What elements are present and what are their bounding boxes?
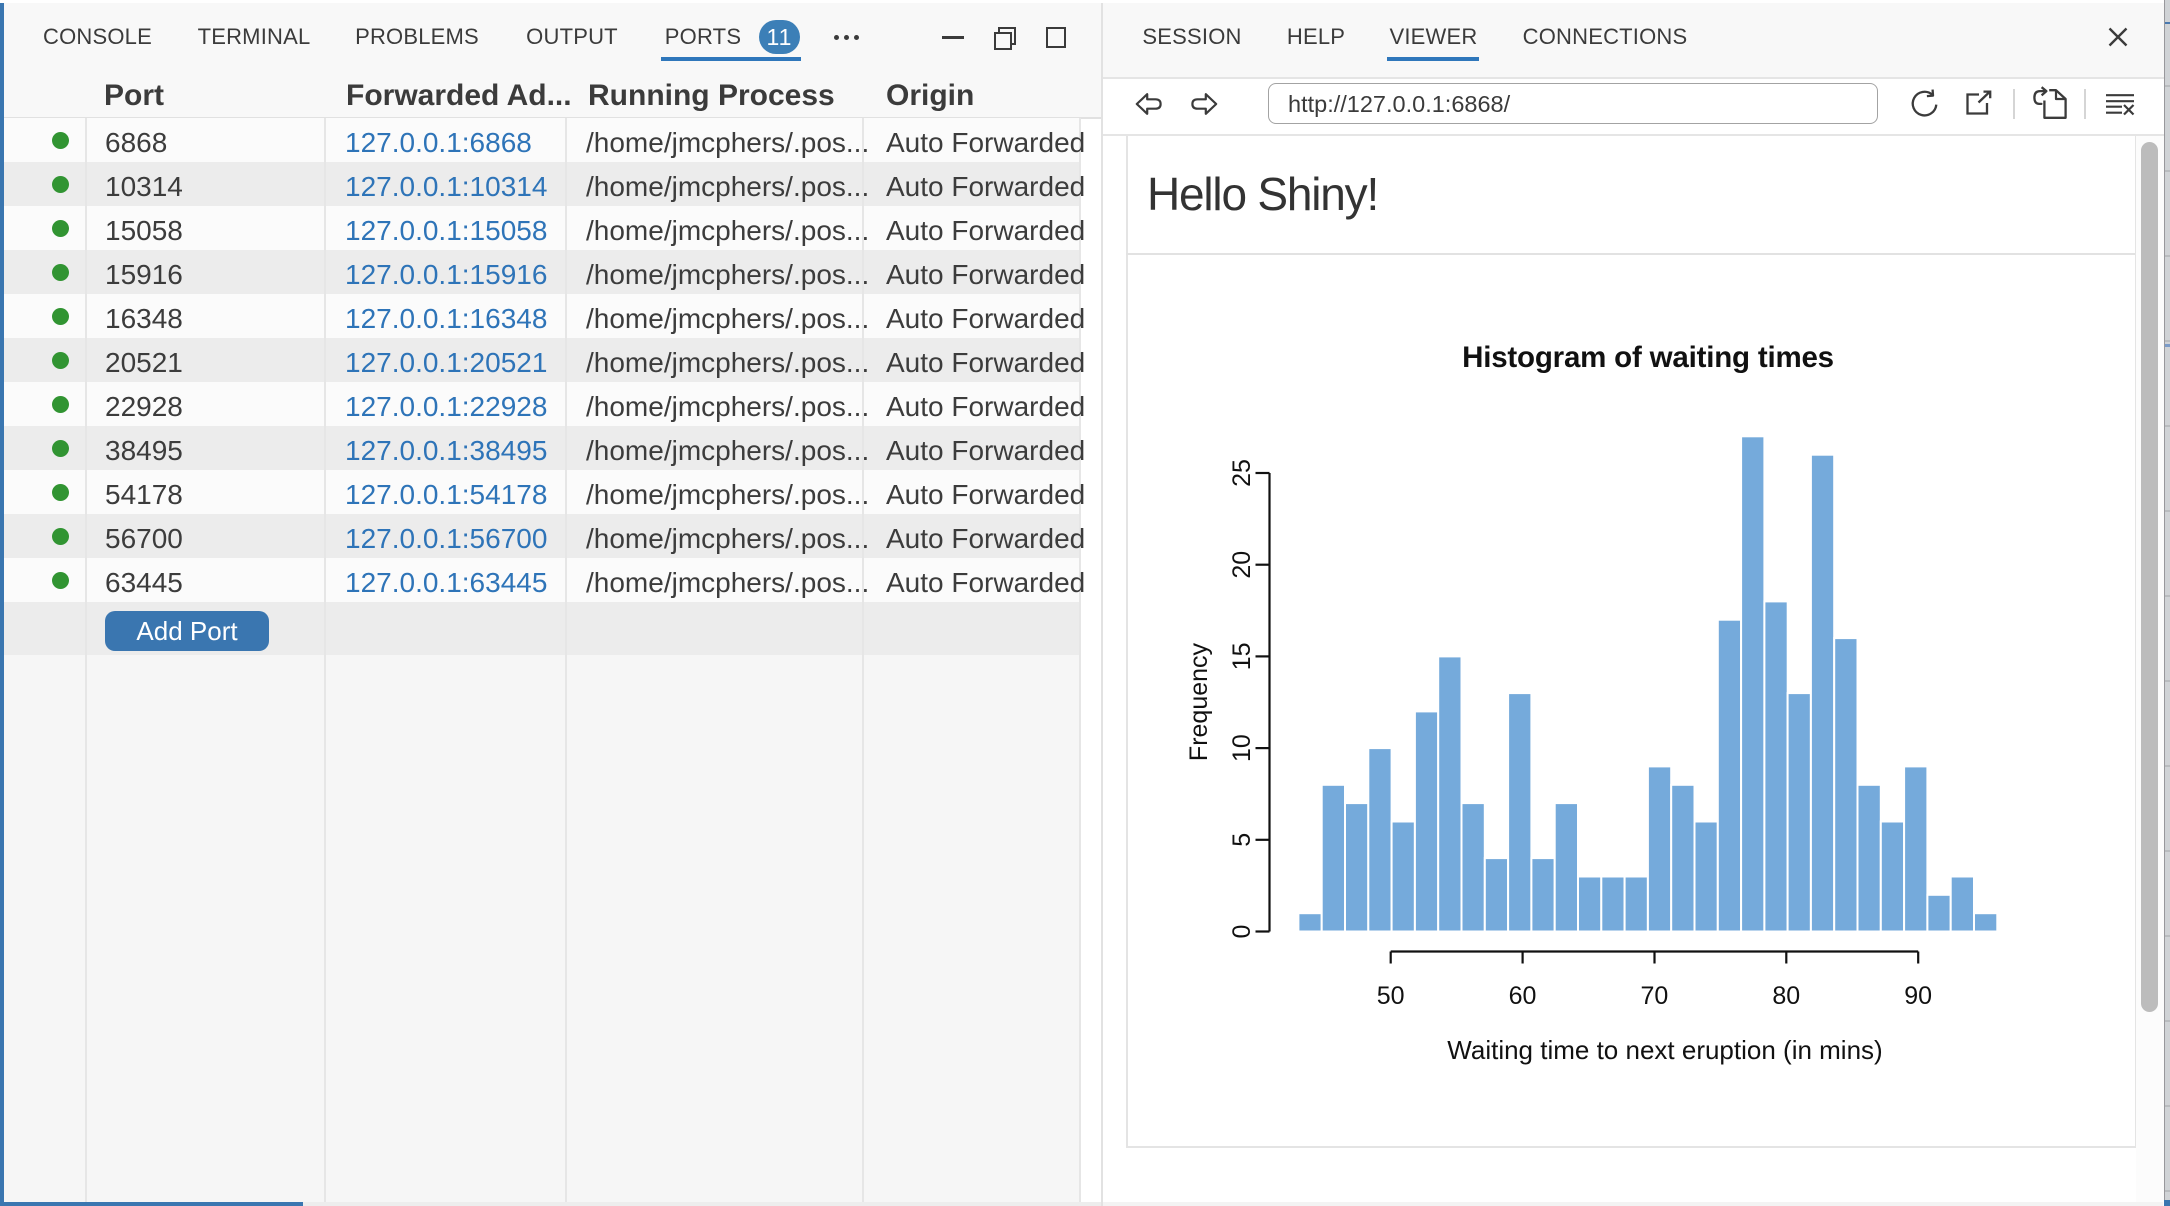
svg-text:10: 10 <box>1228 734 1256 762</box>
svg-text:20: 20 <box>1228 551 1256 579</box>
svg-text:Frequency: Frequency <box>1185 642 1213 761</box>
svg-text:0: 0 <box>1228 925 1256 939</box>
svg-text:25: 25 <box>1228 459 1256 487</box>
svg-text:5: 5 <box>1228 833 1256 847</box>
svg-text:15: 15 <box>1228 642 1256 670</box>
